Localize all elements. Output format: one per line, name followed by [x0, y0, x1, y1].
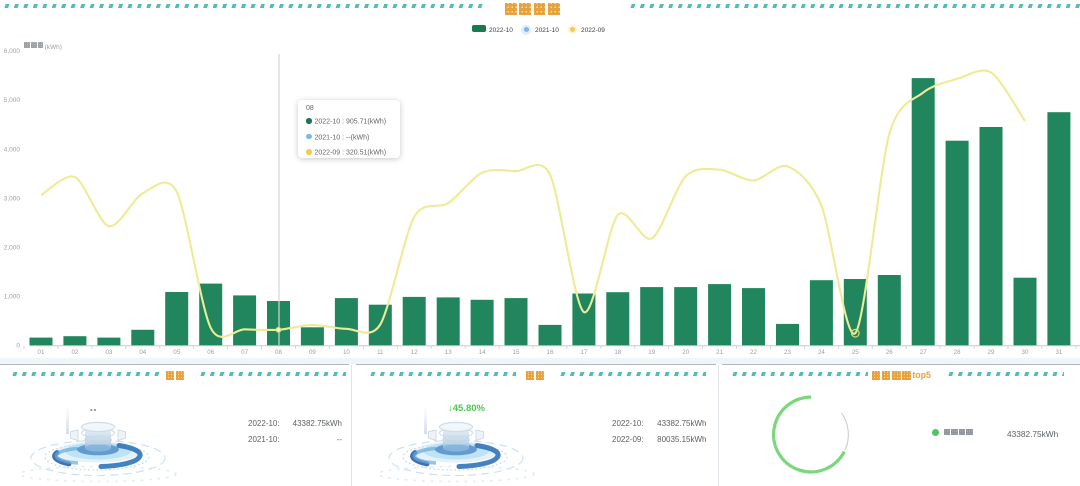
- svg-text:30: 30: [1022, 349, 1029, 356]
- svg-text:06: 06: [207, 349, 214, 356]
- svg-text:02: 02: [71, 349, 78, 356]
- svg-text:16: 16: [547, 349, 554, 356]
- svg-text:11: 11: [377, 349, 384, 356]
- svg-text:26: 26: [886, 349, 893, 356]
- svg-text:27: 27: [920, 349, 927, 356]
- svg-text:2,000: 2,000: [4, 245, 21, 252]
- svg-text:01: 01: [38, 349, 45, 356]
- svg-text:05: 05: [173, 349, 180, 356]
- svg-text:23: 23: [784, 349, 791, 356]
- svg-text:1,000: 1,000: [4, 294, 21, 301]
- svg-text:03: 03: [105, 349, 112, 356]
- svg-text:04: 04: [139, 349, 146, 356]
- svg-text:07: 07: [241, 349, 248, 356]
- svg-text:6,000: 6,000: [4, 48, 21, 55]
- svg-text:5,000: 5,000: [4, 97, 21, 104]
- svg-text:13: 13: [445, 349, 452, 356]
- svg-text:24: 24: [818, 349, 825, 356]
- svg-text:31: 31: [1055, 349, 1062, 356]
- svg-text:20: 20: [682, 349, 689, 356]
- svg-text:25: 25: [852, 349, 859, 356]
- svg-text:0: 0: [16, 343, 20, 350]
- svg-text:4,000: 4,000: [4, 146, 21, 153]
- svg-text:18: 18: [614, 349, 621, 356]
- svg-text:14: 14: [479, 349, 486, 356]
- svg-text:10: 10: [343, 349, 350, 356]
- svg-text:22: 22: [750, 349, 757, 356]
- svg-text:21: 21: [716, 349, 723, 356]
- svg-text:3,000: 3,000: [4, 195, 21, 202]
- svg-text:09: 09: [309, 349, 316, 356]
- svg-text:15: 15: [513, 349, 520, 356]
- svg-text:17: 17: [580, 349, 587, 356]
- svg-text:19: 19: [648, 349, 655, 356]
- svg-text:28: 28: [954, 349, 961, 356]
- svg-text:08: 08: [275, 349, 282, 356]
- svg-text:29: 29: [988, 349, 995, 356]
- svg-text:12: 12: [411, 349, 418, 356]
